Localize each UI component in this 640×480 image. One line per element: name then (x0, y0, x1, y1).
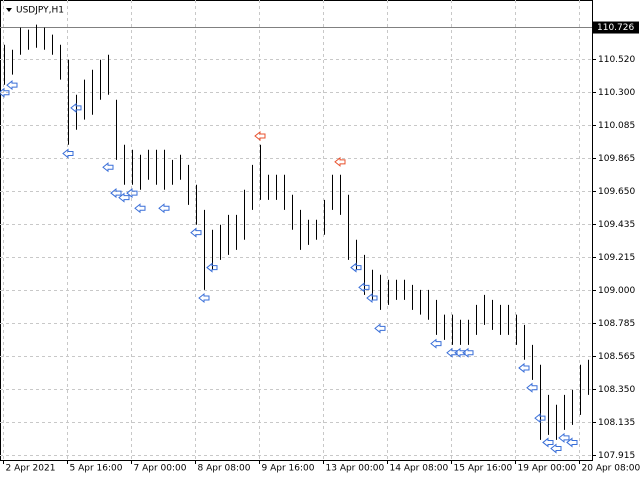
buy-arrow (518, 362, 530, 373)
buy-arrow (206, 262, 218, 273)
buy-arrow (542, 437, 554, 448)
y-tick-label: 110.520 (598, 55, 635, 65)
buy-arrow (526, 382, 538, 393)
y-tick-label: 108.565 (598, 352, 635, 362)
x-tick-label: 9 Apr 16:00 (262, 464, 315, 474)
y-tick-label: 109.000 (598, 286, 635, 296)
x-tick-label: 20 Apr 08:00 (582, 464, 640, 474)
buy-arrow (70, 102, 82, 113)
buy-arrow (566, 437, 578, 448)
buy-arrow (0, 87, 10, 98)
y-tick-label: 110.085 (598, 121, 635, 131)
x-tick-label: 13 Apr 00:00 (326, 464, 385, 474)
buy-arrow (358, 282, 370, 293)
y-tick-label: 108.785 (598, 319, 635, 329)
buy-arrow (350, 262, 362, 273)
last-price-box (593, 21, 639, 34)
symbol-menu-icon[interactable] (6, 8, 12, 12)
y-tick-label: 108.135 (598, 418, 635, 428)
buy-arrow (558, 432, 570, 443)
buy-arrow (198, 292, 210, 304)
buy-arrow (374, 323, 386, 334)
buy-arrow (446, 347, 458, 358)
buy-arrow (102, 162, 114, 173)
buy-arrow (158, 203, 170, 214)
y-tick-label: 109.215 (598, 253, 635, 263)
x-tick-label: 5 Apr 16:00 (70, 464, 123, 474)
x-tick-label: 19 Apr 00:00 (518, 464, 577, 474)
sell-arrow (254, 130, 266, 142)
chart-title: USDJPY,H1 (16, 6, 64, 16)
y-tick-label: 109.650 (598, 187, 635, 197)
buy-arrow (550, 443, 562, 454)
y-tick-label: 109.865 (598, 154, 635, 164)
plot-frame (0, 0, 593, 461)
y-tick-label: 109.435 (598, 220, 635, 230)
x-tick-label: 2 Apr 2021 (6, 464, 56, 474)
buy-arrow (110, 188, 122, 199)
y-tick-label: 110.300 (598, 88, 635, 98)
buy-arrow (366, 292, 378, 304)
last-price-label: 110.726 (597, 23, 634, 33)
x-tick-label: 15 Apr 16:00 (454, 464, 513, 474)
x-tick-label: 14 Apr 08:00 (390, 464, 449, 474)
buy-arrow (534, 413, 546, 424)
sell-arrow (334, 156, 346, 167)
buy-arrow (454, 347, 466, 358)
y-tick-label: 108.350 (598, 385, 635, 395)
x-tick-label: 8 Apr 08:00 (198, 464, 251, 474)
buy-arrow (190, 227, 202, 238)
buy-arrow (430, 338, 442, 349)
buy-arrow (62, 148, 74, 159)
buy-arrow (118, 192, 130, 203)
y-tick-label: 107.915 (598, 451, 635, 461)
buy-arrow (126, 188, 138, 199)
buy-arrow (462, 347, 474, 358)
buy-arrow (6, 80, 18, 91)
x-tick-label: 7 Apr 00:00 (134, 464, 187, 474)
buy-arrow (134, 203, 146, 214)
